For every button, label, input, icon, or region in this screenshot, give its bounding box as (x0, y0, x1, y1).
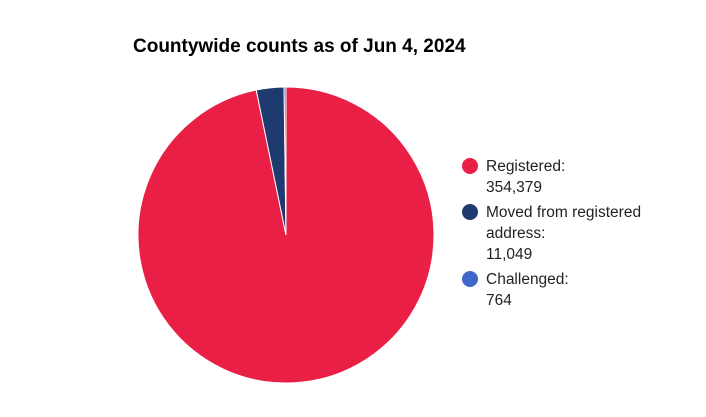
chart-title: Countywide counts as of Jun 4, 2024 (133, 36, 466, 57)
legend: Registered: 354,379 Moved from registere… (462, 156, 702, 315)
pie-slices (137, 86, 435, 384)
legend-item-moved: Moved from registered address: 11,049 (462, 202, 702, 265)
legend-label-registered: Registered: (486, 158, 566, 175)
legend-swatch-registered (462, 158, 478, 174)
legend-swatch-challenged (462, 271, 478, 287)
legend-value-registered: 354,379 (486, 179, 543, 196)
legend-item-challenged: Challenged: 764 (462, 269, 702, 311)
legend-label-challenged: Challenged: (486, 271, 569, 288)
pie-slice-challenged (283, 86, 287, 236)
legend-item-registered: Registered: 354,379 (462, 156, 702, 198)
legend-value-moved: 11,049 (486, 246, 533, 263)
legend-value-challenged: 764 (486, 292, 512, 309)
legend-label-moved: Moved from registered address: (486, 204, 642, 242)
legend-swatch-moved (462, 204, 478, 220)
